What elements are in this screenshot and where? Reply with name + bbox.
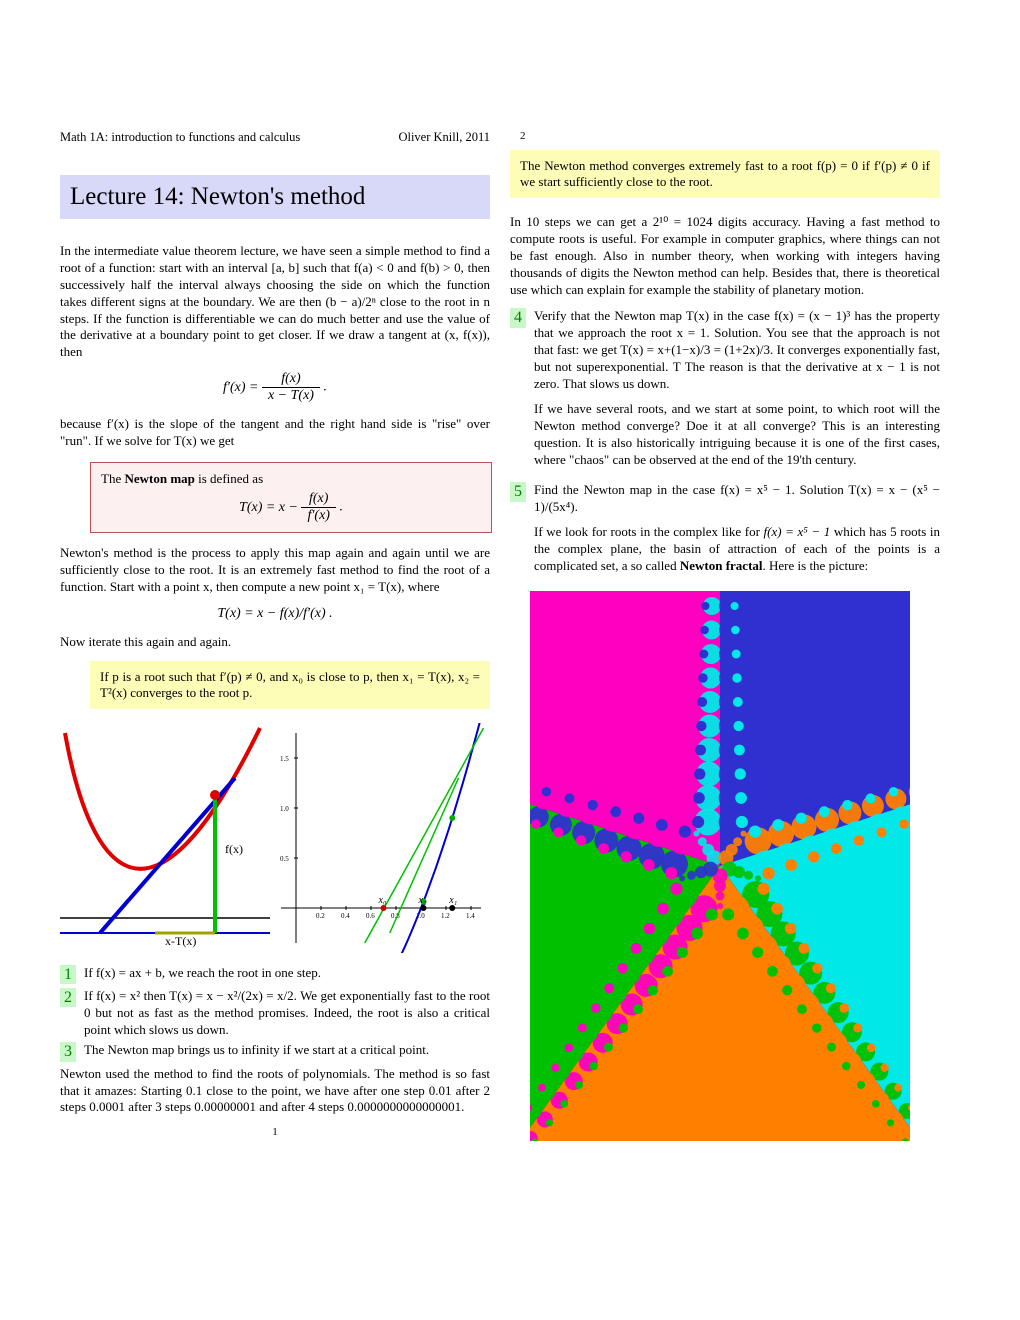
example-item-5: 5 Find the Newton map in the case f(x) =… xyxy=(510,482,940,574)
item-number-5: 5 xyxy=(510,482,526,501)
page-wrap: Math 1A: introduction to functions and c… xyxy=(0,0,1020,1175)
paragraph-again: Now iterate this again and again. xyxy=(60,634,490,651)
example-item-3: 3 The Newton map brings us to infinity i… xyxy=(60,1042,490,1061)
svg-text:x-T(x): x-T(x) xyxy=(165,934,196,948)
item-number-1: 1 xyxy=(60,965,76,984)
page-number-2: 2 xyxy=(520,130,940,142)
item-text-5: Find the Newton map in the case f(x) = x… xyxy=(534,482,940,574)
equation-fprime: f′(x) = f(x) x − T(x) . xyxy=(60,371,490,404)
paragraph-accuracy: In 10 steps we can get a 2¹⁰ = 1024 digi… xyxy=(510,214,940,298)
svg-text:1.5: 1.5 xyxy=(280,755,289,763)
example-item-2: 2 If f(x) = x² then T(x) = x − x²/(2x) =… xyxy=(60,988,490,1039)
paragraph-iterate: Newton's method is the process to apply … xyxy=(60,545,490,596)
figure-row: f(x)x-T(x) 0.20.40.60.81.01.21.40.51.01.… xyxy=(60,723,490,953)
svg-text:0.6: 0.6 xyxy=(366,912,375,920)
figure-iteration-plot: 0.20.40.60.81.01.21.40.51.01.5x₀x₁x₂ xyxy=(276,723,486,953)
author-name: Oliver Knill, 2011 xyxy=(398,130,490,145)
page-header: Math 1A: introduction to functions and c… xyxy=(60,130,490,145)
paragraph-amazing: Newton used the method to find the roots… xyxy=(60,1066,490,1117)
item-number-2: 2 xyxy=(60,988,76,1007)
item-text-1: If f(x) = ax + b, we reach the root in o… xyxy=(84,965,490,982)
item-5-part-b: If we look for roots in the complex like… xyxy=(534,524,940,573)
item-4-part-b: If we have several roots, and we start a… xyxy=(534,401,940,467)
example-item-1: 1 If f(x) = ax + b, we reach the root in… xyxy=(60,965,490,984)
item-text-2: If f(x) = x² then T(x) = x − x²/(2x) = x… xyxy=(84,988,490,1039)
svg-text:x₂: x₂ xyxy=(418,895,427,906)
convergence-box-2: The Newton method converges extremely fa… xyxy=(510,150,940,198)
item-4-part-a: Verify that the Newton map T(x) in the c… xyxy=(534,308,940,391)
svg-text:0.5: 0.5 xyxy=(280,855,289,863)
paragraph-intro: In the intermediate value theorem lectur… xyxy=(60,243,490,361)
svg-text:1.4: 1.4 xyxy=(466,912,475,920)
page-number-1: 1 xyxy=(60,1126,490,1138)
svg-text:1.2: 1.2 xyxy=(441,912,450,920)
paragraph-rise-run: because f′(x) is the slope of the tangen… xyxy=(60,416,490,450)
svg-text:1.0: 1.0 xyxy=(280,805,289,813)
left-column: Math 1A: introduction to functions and c… xyxy=(60,130,490,1145)
svg-text:f(x): f(x) xyxy=(225,842,243,856)
example-item-4: 4 Verify that the Newton map T(x) in the… xyxy=(510,308,940,468)
convergence-box-1: If p is a root such that f′(p) ≠ 0, and … xyxy=(90,661,490,709)
lecture-title: Lecture 14: Newton's method xyxy=(60,175,490,219)
svg-text:0.2: 0.2 xyxy=(316,912,325,920)
figure-tangent-diagram: f(x) x-T(x) xyxy=(60,723,270,953)
item-text-3: The Newton map brings us to infinity if … xyxy=(84,1042,490,1059)
svg-text:x₀: x₀ xyxy=(378,895,387,906)
course-name: Math 1A: introduction to functions and c… xyxy=(60,130,300,145)
right-column: 2 The Newton method converges extremely … xyxy=(510,130,940,1145)
item-number-4: 4 xyxy=(510,308,526,327)
equation-T: T(x) = x − f(x)/f′(x) . xyxy=(60,606,490,622)
item-5-part-a: Find the Newton map in the case f(x) = x… xyxy=(534,482,940,514)
newton-fractal-image xyxy=(530,591,910,1141)
svg-text:0.4: 0.4 xyxy=(341,912,350,920)
svg-text:x₁: x₁ xyxy=(448,895,457,906)
item-text-4: Verify that the Newton map T(x) in the c… xyxy=(534,308,940,468)
newton-map-definition-box: The Newton map is defined as T(x) = x − … xyxy=(90,462,492,533)
item-number-3: 3 xyxy=(60,1042,76,1061)
